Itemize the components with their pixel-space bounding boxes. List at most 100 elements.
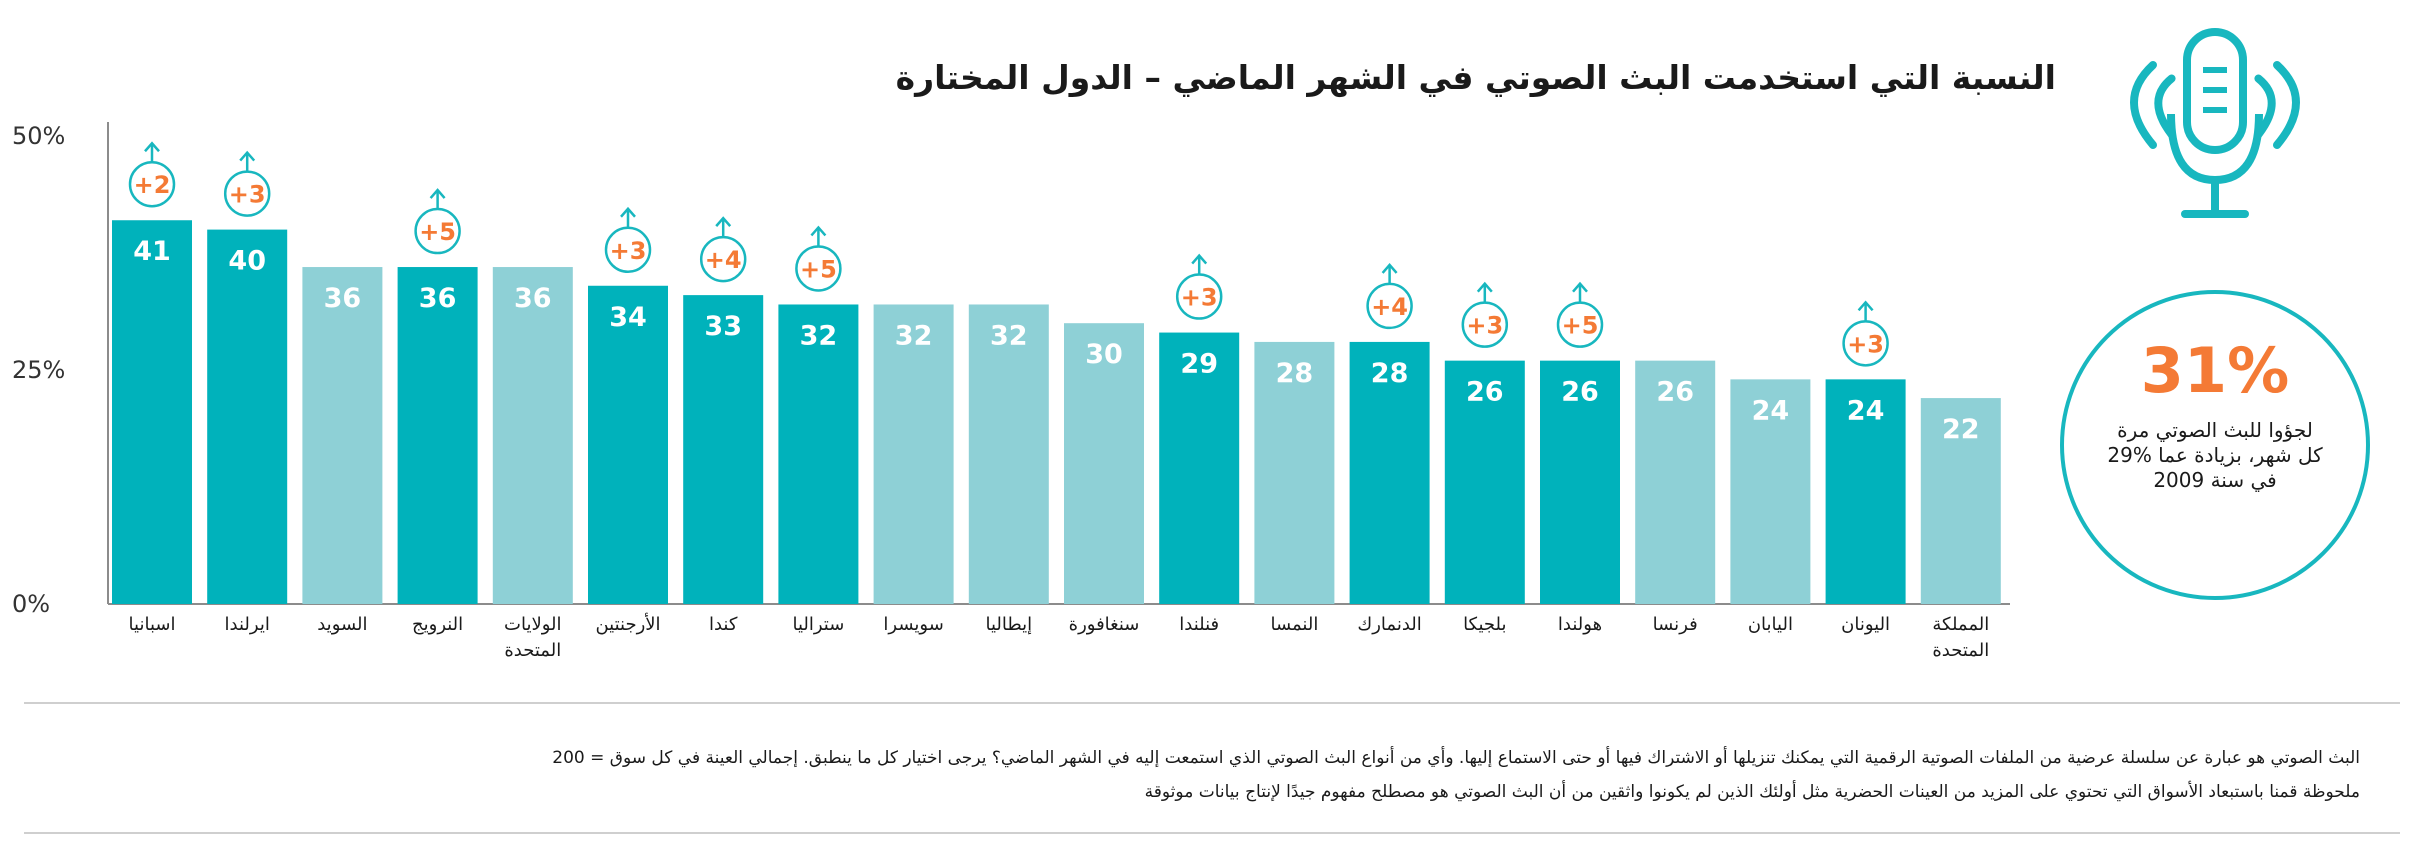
x-tick-label: المملكة bbox=[1932, 614, 1989, 635]
x-tick-label: سويسرا bbox=[883, 614, 943, 635]
bar-value-label: 24 bbox=[1847, 395, 1885, 426]
y-tick-label: 25% bbox=[12, 356, 65, 384]
bar bbox=[492, 267, 573, 604]
x-tick-label: الأرجنتين bbox=[595, 613, 660, 635]
note-definition: البث الصوتي هو عبارة عن سلسلة عرضية من ا… bbox=[552, 748, 2360, 768]
bar bbox=[1730, 379, 1811, 604]
x-tick-label: ايرلندا bbox=[225, 614, 270, 635]
x-tick-label: النمسا bbox=[1270, 614, 1318, 635]
change-label: +5 bbox=[1562, 312, 1599, 340]
change-label: +3 bbox=[1466, 312, 1503, 340]
bar-value-label: 24 bbox=[1752, 395, 1790, 426]
x-tick-label: الولايات bbox=[504, 614, 562, 635]
up-arrow-head-icon bbox=[715, 216, 732, 227]
bar bbox=[1254, 341, 1335, 604]
bar-value-label: 41 bbox=[133, 236, 171, 267]
change-label: +5 bbox=[419, 218, 456, 246]
x-tick-label: فنلندا bbox=[1179, 614, 1219, 635]
x-tick-label: فرنسا bbox=[1653, 614, 1698, 635]
x-tick-label: بلجيكا bbox=[1463, 614, 1506, 635]
up-arrow-head-icon bbox=[239, 150, 256, 162]
microphone-icon bbox=[2183, 28, 2247, 154]
up-arrow-head-icon bbox=[1857, 300, 1874, 312]
chart-title: النسبة التي استخدمت البث الصوتي في الشهر… bbox=[895, 58, 2056, 97]
change-label: +3 bbox=[610, 237, 647, 265]
bar-value-label: 36 bbox=[419, 283, 457, 314]
callout-line-2: كل شهر، بزيادة عما %29 bbox=[2107, 443, 2323, 467]
x-tick-label: اليونان bbox=[1841, 614, 1890, 635]
bar-value-label: 28 bbox=[1276, 358, 1314, 389]
y-tick-label: 0% bbox=[12, 590, 50, 618]
up-arrow-head-icon bbox=[429, 188, 446, 199]
callout-line-1: لجؤوا للبث الصوتي مرة bbox=[2117, 418, 2313, 442]
x-tick-label: إيطاليا bbox=[985, 614, 1032, 635]
x-tick-label: الدنمارك bbox=[1357, 614, 1421, 635]
up-arrow-head-icon bbox=[620, 206, 636, 218]
bar bbox=[1825, 379, 1906, 604]
x-tick-label: المتحدة bbox=[504, 640, 561, 661]
bar-value-label: 26 bbox=[1561, 377, 1599, 408]
up-arrow-head-icon bbox=[1572, 281, 1588, 293]
bar bbox=[1540, 360, 1620, 604]
sound-wave-icon bbox=[2130, 61, 2157, 149]
bar-value-label: 36 bbox=[324, 283, 362, 314]
up-arrow-head-icon bbox=[144, 141, 160, 153]
x-tick-label: هولندا bbox=[1558, 614, 1602, 635]
bar-value-label: 33 bbox=[704, 311, 742, 342]
bar-value-label: 28 bbox=[1371, 358, 1409, 389]
bar-value-label: 29 bbox=[1180, 349, 1218, 380]
up-arrow-head-icon bbox=[1476, 281, 1493, 293]
bar bbox=[873, 304, 954, 604]
bar-value-label: 22 bbox=[1942, 414, 1980, 445]
stat-callout-circle: 31% لجؤوا للبث الصوتي مرة كل شهر، بزيادة… bbox=[2060, 290, 2370, 600]
x-tick-label: كندا bbox=[709, 614, 738, 635]
sound-wave-icon bbox=[2154, 74, 2176, 139]
bar bbox=[1349, 341, 1430, 604]
bar bbox=[112, 220, 192, 605]
bar bbox=[968, 304, 1049, 604]
up-arrow-head-icon bbox=[1381, 263, 1398, 274]
note-exclusion: ملحوظة قمنا باستبعاد الأسواق التي تحتوي … bbox=[1144, 782, 2360, 802]
x-tick-label: المتحدة bbox=[1932, 640, 1989, 661]
x-tick-label: اسبانيا bbox=[129, 614, 176, 635]
change-label: +3 bbox=[1847, 330, 1884, 358]
change-label: +4 bbox=[1371, 293, 1408, 321]
y-tick-label: 50% bbox=[12, 122, 65, 150]
bar-value-label: 26 bbox=[1466, 377, 1504, 408]
bar-value-label: 40 bbox=[228, 246, 266, 277]
x-tick-label: النرويج bbox=[412, 614, 463, 635]
bar bbox=[397, 267, 478, 604]
bar bbox=[1159, 332, 1240, 604]
change-label: +3 bbox=[229, 181, 266, 209]
sound-wave-icon bbox=[2273, 61, 2300, 149]
x-tick-label: السويد bbox=[317, 614, 367, 635]
bar bbox=[1064, 323, 1144, 604]
notes-top-divider bbox=[24, 702, 2400, 704]
x-tick-label: اليابان bbox=[1748, 614, 1793, 635]
bar bbox=[207, 229, 288, 604]
bar-value-label: 26 bbox=[1656, 377, 1694, 408]
change-label: +4 bbox=[705, 246, 742, 274]
change-badge-circle bbox=[795, 245, 842, 292]
bar bbox=[1635, 360, 1716, 604]
bar-value-label: 32 bbox=[895, 320, 933, 351]
up-arrow-head-icon bbox=[1191, 253, 1208, 265]
callout-line-3: في سنة 2009 bbox=[2153, 468, 2277, 492]
notes-bottom-divider bbox=[24, 832, 2400, 834]
change-label: +3 bbox=[1181, 284, 1218, 312]
x-tick-label: ستراليا bbox=[792, 614, 844, 635]
bar-value-label: 32 bbox=[800, 320, 838, 351]
callout-text: لجؤوا للبث الصوتي مرة كل شهر، بزيادة عما… bbox=[2084, 418, 2346, 493]
bar-value-label: 32 bbox=[990, 320, 1028, 351]
bar bbox=[588, 285, 668, 604]
x-tick-label: سنغافورة bbox=[1069, 614, 1140, 635]
bar-value-label: 34 bbox=[609, 302, 647, 333]
bar-value-label: 30 bbox=[1085, 339, 1123, 370]
callout-value: 31% bbox=[2140, 334, 2290, 407]
bar bbox=[778, 304, 859, 604]
up-arrow-head-icon bbox=[810, 225, 827, 237]
bar bbox=[683, 295, 764, 604]
bar bbox=[302, 267, 383, 604]
bar-value-label: 36 bbox=[514, 283, 552, 314]
